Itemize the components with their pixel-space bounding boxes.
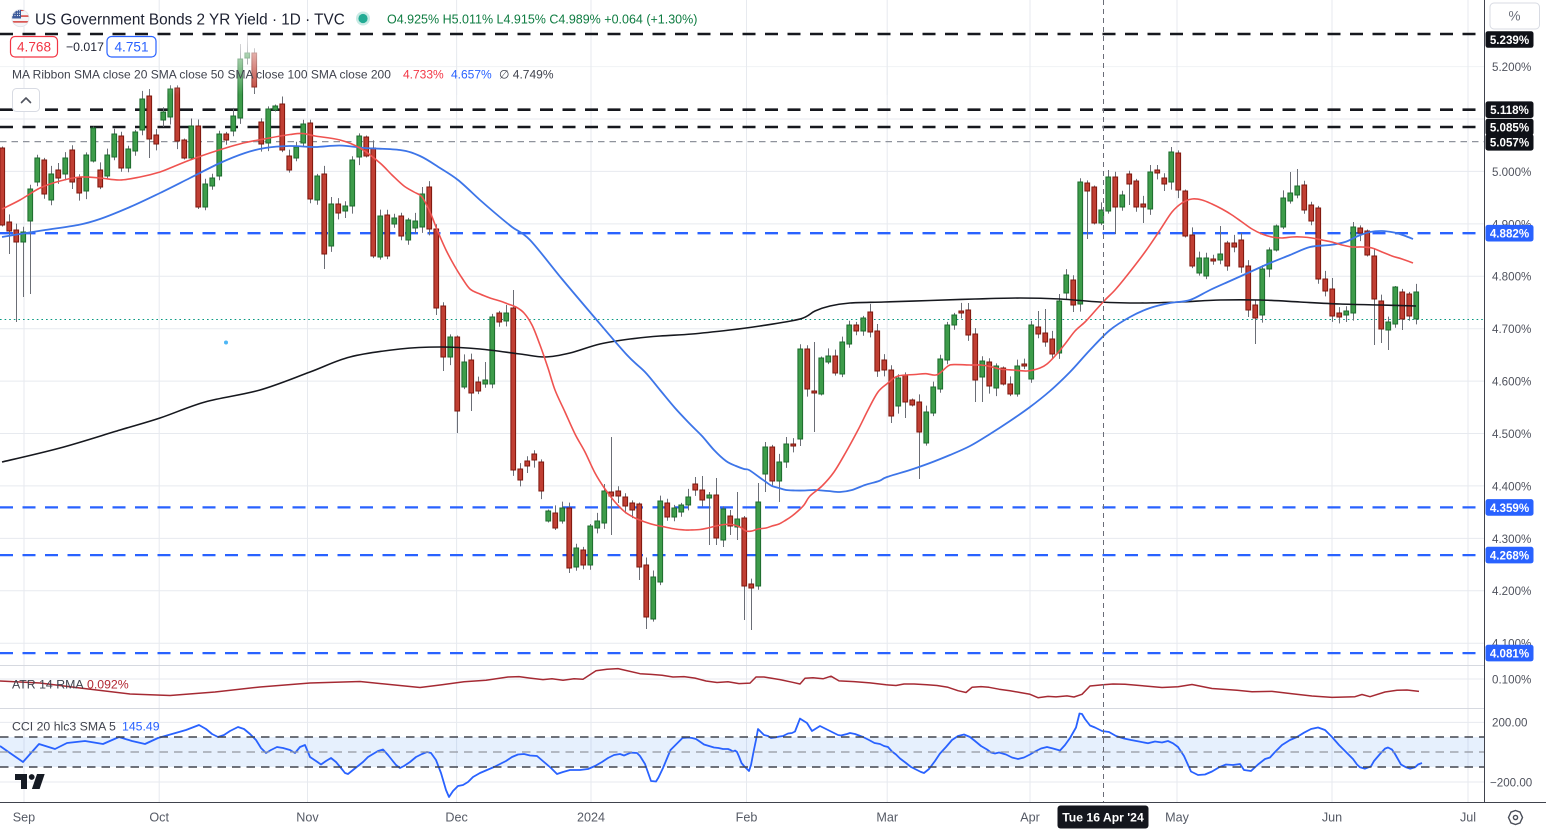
svg-text:O4.925% H5.011% L4.915% C4.989: O4.925% H5.011% L4.915% C4.989% +0.064 (… xyxy=(387,12,697,26)
svg-text:Dec: Dec xyxy=(445,811,467,825)
svg-text:4.600%: 4.600% xyxy=(1492,376,1531,389)
svg-text:4.268%: 4.268% xyxy=(1490,550,1529,563)
svg-text:Apr: Apr xyxy=(1020,811,1040,825)
svg-text:5.200%: 5.200% xyxy=(1492,61,1531,74)
svg-text:4.359%: 4.359% xyxy=(1490,502,1529,515)
svg-text:4.768: 4.768 xyxy=(17,40,51,55)
svg-text:Tue 16 Apr '24: Tue 16 Apr '24 xyxy=(1062,811,1144,825)
svg-text:0.100%: 0.100% xyxy=(1492,673,1531,686)
svg-text:Oct: Oct xyxy=(149,811,169,825)
svg-text:Mar: Mar xyxy=(876,811,898,825)
svg-text:MA Ribbon SMA close 20 SMA clo: MA Ribbon SMA close 20 SMA close 50 SMA … xyxy=(12,67,391,81)
svg-text:May: May xyxy=(1165,811,1189,825)
svg-text:−0.017: −0.017 xyxy=(66,40,104,54)
svg-text:4.200%: 4.200% xyxy=(1492,585,1531,598)
svg-text:5.057%: 5.057% xyxy=(1490,137,1529,150)
svg-text:5.000%: 5.000% xyxy=(1492,166,1531,179)
svg-text:5.085%: 5.085% xyxy=(1490,121,1529,134)
svg-text:5.239%: 5.239% xyxy=(1490,34,1529,47)
svg-text:4.733%: 4.733% xyxy=(403,67,444,81)
svg-text:4.300%: 4.300% xyxy=(1492,533,1531,546)
svg-text:4.751: 4.751 xyxy=(114,40,148,55)
svg-text:145.49: 145.49 xyxy=(122,719,160,733)
svg-text:4.882%: 4.882% xyxy=(1490,228,1529,241)
svg-text:4.700%: 4.700% xyxy=(1492,323,1531,336)
svg-text:−200.00: −200.00 xyxy=(1490,776,1532,789)
svg-text:Nov: Nov xyxy=(296,811,319,825)
svg-text:200.00: 200.00 xyxy=(1492,717,1527,730)
svg-text:4.400%: 4.400% xyxy=(1492,480,1531,493)
svg-text:2024: 2024 xyxy=(577,811,605,825)
svg-text:CCI 20 hlc3 SMA 5: CCI 20 hlc3 SMA 5 xyxy=(12,719,116,733)
svg-text:US Government Bonds 2 YR Yield: US Government Bonds 2 YR Yield · 1D · TV… xyxy=(35,12,345,29)
svg-text:4.081%: 4.081% xyxy=(1490,648,1529,661)
svg-text:%: % xyxy=(1508,9,1520,24)
svg-text:Jun: Jun xyxy=(1322,811,1342,825)
svg-text:0.092%: 0.092% xyxy=(87,677,129,691)
svg-text:4.800%: 4.800% xyxy=(1492,271,1531,284)
svg-text:4.657%: 4.657% xyxy=(451,67,492,81)
svg-text:Jul: Jul xyxy=(1460,811,1476,825)
svg-text:Sep: Sep xyxy=(13,811,35,825)
svg-text:∅ 4.749%: ∅ 4.749% xyxy=(499,67,554,81)
svg-text:ATR 14 RMA: ATR 14 RMA xyxy=(12,677,84,691)
svg-text:Feb: Feb xyxy=(736,811,758,825)
svg-text:5.118%: 5.118% xyxy=(1490,104,1529,117)
svg-text:4.500%: 4.500% xyxy=(1492,428,1531,441)
